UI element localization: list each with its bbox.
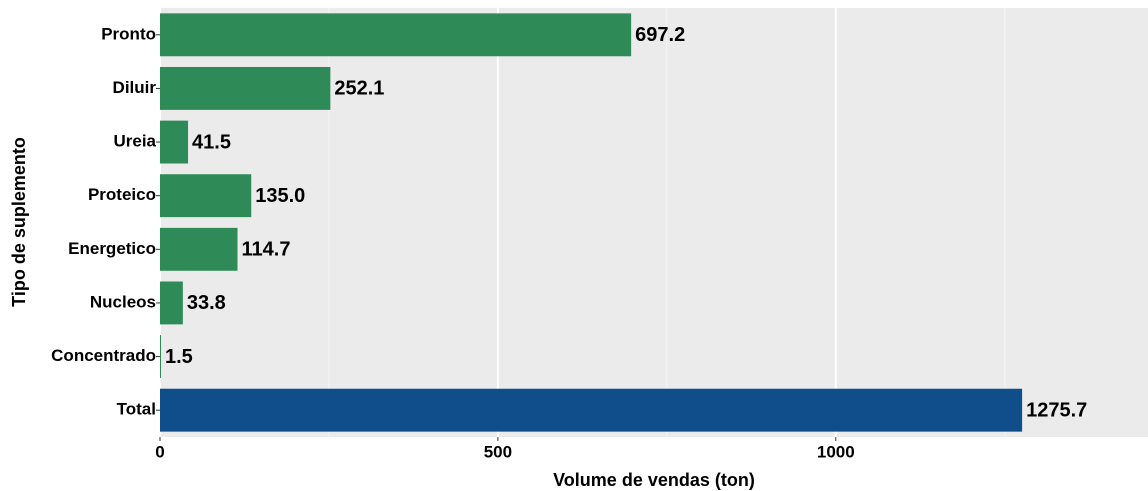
- y-tick-label: Pronto: [101, 24, 156, 43]
- bar: [160, 335, 162, 379]
- y-tick-label: Proteico: [88, 185, 156, 204]
- y-tick-label: Energetico: [68, 239, 156, 258]
- bars: [160, 13, 1023, 432]
- y-tick-label: Ureia: [113, 132, 156, 151]
- bar: [160, 174, 252, 218]
- value-label: 41.5: [192, 131, 231, 153]
- x-tick-label: 0: [155, 442, 164, 461]
- y-tick-label: Total: [117, 400, 156, 419]
- y-tick-label: Diluir: [113, 78, 157, 97]
- bar: [160, 227, 238, 271]
- bar: [160, 13, 632, 57]
- value-label: 135.0: [255, 185, 305, 207]
- y-tick-label: Nucleos: [90, 292, 156, 311]
- bar: [160, 66, 331, 110]
- y-axis-title: Tipo de suplemento: [9, 137, 29, 307]
- y-tick-label: Concentrado: [51, 346, 156, 365]
- value-label: 697.2: [635, 24, 685, 46]
- bar: [160, 281, 183, 325]
- value-label: 1275.7: [1026, 399, 1087, 421]
- x-axis-title: Volume de vendas (ton): [553, 470, 755, 490]
- value-label: 114.7: [242, 239, 291, 261]
- bar: [160, 388, 1023, 432]
- bar: [160, 120, 189, 164]
- value-label: 1.5: [165, 346, 193, 368]
- value-label: 252.1: [334, 78, 384, 100]
- x-tick-label: 500: [484, 442, 512, 461]
- x-tick-label: 1000: [817, 442, 855, 461]
- value-label: 33.8: [187, 292, 226, 314]
